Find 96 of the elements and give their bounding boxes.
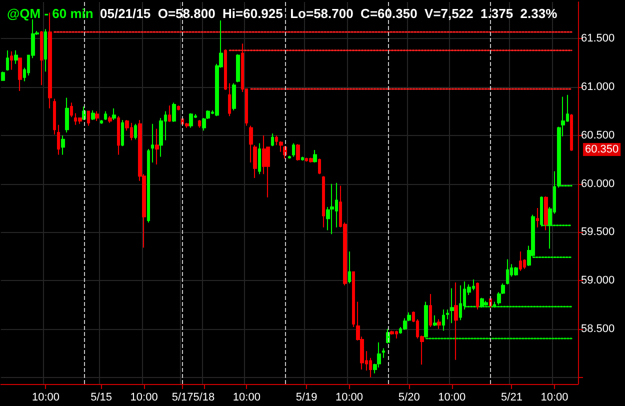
candlestick (228, 82, 231, 117)
candlestick (506, 258, 509, 285)
candlestick (433, 314, 437, 326)
candlestick (147, 148, 150, 223)
candlestick (536, 207, 539, 228)
candlestick (104, 110, 107, 120)
candlestick (151, 123, 154, 164)
x-tick-label: 5/20 (398, 392, 420, 404)
candlestick (382, 348, 385, 358)
x-tick-label: 10:00 (232, 392, 260, 404)
x-tick-label: 10:00 (336, 392, 364, 404)
x-tick-label: 10:00 (130, 392, 158, 404)
candlestick (424, 301, 428, 338)
candlestick (91, 110, 95, 120)
candlestick (493, 301, 496, 308)
candlestick (313, 149, 317, 164)
candlestick (480, 297, 484, 308)
candlestick (134, 123, 137, 140)
candlestick (95, 110, 99, 122)
candlestick (108, 116, 112, 124)
candlestick (61, 134, 65, 156)
candlestick (121, 119, 124, 147)
chart-subtitle: 05/21/15 O=58.800 Hi=60.925 Lo=58.700 C=60.350 V=7,522 1.375 2.33% (100, 6, 558, 21)
y-tick-label: 61.500 (581, 32, 615, 45)
candlestick (232, 82, 236, 111)
candlestick (189, 112, 193, 128)
candlestick (53, 98, 56, 135)
candlestick (386, 328, 390, 344)
candlestick (271, 133, 274, 147)
candlestick (484, 300, 488, 306)
candlestick (476, 282, 479, 310)
candlestick (40, 30, 43, 86)
y-tick-label: 60.500 (581, 129, 615, 142)
candlestick (309, 157, 313, 164)
candlestick (198, 119, 201, 128)
candlestick (296, 144, 300, 162)
candlestick (459, 284, 462, 321)
candlestick (352, 271, 355, 328)
x-tick-label: 5/21 (501, 392, 522, 404)
candlestick (65, 97, 69, 134)
candlestick (172, 102, 176, 122)
candlestick (117, 116, 120, 156)
candlestick (454, 282, 458, 360)
y-tick-label: 59.000 (581, 274, 615, 287)
x-tick-label: 5/19 (296, 392, 318, 404)
x-tick-label: 5/18 (193, 392, 215, 404)
candlestick (570, 114, 573, 152)
candlestick (48, 12, 52, 109)
candlestick (283, 146, 287, 160)
candlestick (429, 294, 432, 328)
candlestick (330, 183, 334, 235)
x-tick-label: 5/17 (172, 392, 194, 404)
candlestick (6, 50, 9, 72)
candlestick (155, 128, 159, 165)
candlestick (224, 48, 227, 91)
candlestick (185, 122, 189, 128)
candlestick (18, 58, 22, 92)
y-tick-label: 59.500 (581, 226, 615, 238)
candlestick (446, 309, 449, 320)
candlestick (1, 71, 5, 81)
candlestick (112, 108, 116, 120)
candlestick (288, 155, 291, 160)
candlestick (100, 119, 103, 124)
candlestick (514, 266, 518, 276)
x-tick-label: 5/15 (90, 392, 112, 404)
candlestick (236, 54, 240, 83)
x-tick-label: 10:00 (438, 392, 466, 404)
candlestick (57, 124, 60, 156)
candlestick (318, 158, 321, 175)
candlestick (258, 142, 261, 175)
candlestick (168, 104, 171, 122)
candlestick (14, 50, 18, 64)
candlestick (348, 251, 351, 284)
candlestick (544, 196, 548, 231)
candlestick (437, 318, 441, 330)
x-tick-label: 10:00 (540, 392, 568, 404)
candlestick (177, 104, 180, 111)
candlestick (292, 142, 295, 158)
chart-title: @QM - 60 min (7, 6, 94, 21)
candlestick (442, 309, 445, 332)
candlestick (249, 125, 253, 164)
x-tick-label: 10:00 (32, 392, 60, 404)
candlestick (10, 50, 13, 70)
candlestick (253, 144, 257, 179)
candlestick (44, 28, 47, 72)
candlestick (70, 102, 73, 118)
y-tick-label: 60.000 (581, 178, 615, 190)
candlestick (450, 288, 454, 324)
candlestick (390, 330, 394, 336)
candlestick (519, 251, 522, 272)
y-tick-label: 58.500 (581, 322, 615, 335)
candlestick (87, 110, 90, 126)
candlestick (322, 176, 325, 228)
candlestick (301, 156, 304, 162)
y-tick-label: 61.000 (581, 81, 615, 94)
text: 60.350 (585, 143, 619, 156)
